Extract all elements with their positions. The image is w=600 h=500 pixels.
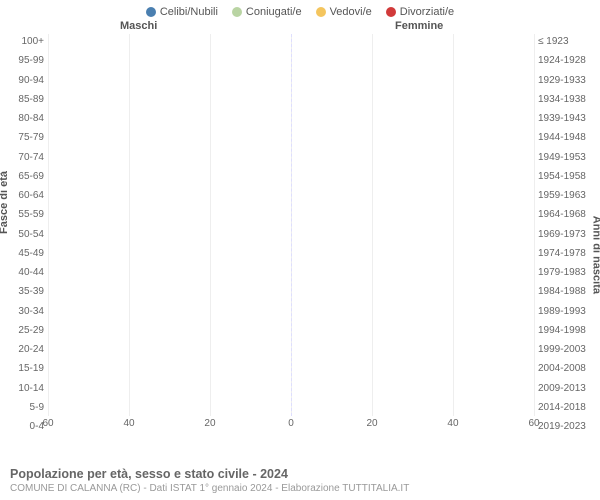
birth-tick: 1944-1948 bbox=[538, 132, 596, 143]
birth-tick: 2014-2018 bbox=[538, 402, 596, 413]
age-tick: 55-59 bbox=[4, 209, 44, 220]
legend-swatch bbox=[316, 7, 326, 17]
legend-item: Celibi/Nubili bbox=[146, 6, 218, 18]
age-tick: 15-19 bbox=[4, 363, 44, 374]
pyramid-row bbox=[48, 360, 534, 378]
age-tick: 0-4 bbox=[4, 421, 44, 432]
age-tick: 95-99 bbox=[4, 55, 44, 66]
header-female: Femmine bbox=[395, 20, 443, 32]
birth-tick: 1934-1938 bbox=[538, 94, 596, 105]
pyramid-row bbox=[48, 216, 534, 234]
yaxis-age: 100+ 95-99 90-94 85-89 80-84 75-79 70-74 65-69 6… bbox=[4, 34, 48, 434]
yaxis-birth: ≤ 1923 1924-1928 1929-1933 1934-1938 1939-19… bbox=[534, 34, 596, 434]
pyramid-row bbox=[48, 270, 534, 288]
legend-label: Coniugati/e bbox=[246, 6, 302, 18]
birth-tick: 1994-1998 bbox=[538, 325, 596, 336]
x-tick: 60 bbox=[528, 418, 539, 429]
birth-tick: 1984-1988 bbox=[538, 286, 596, 297]
pyramid-row bbox=[48, 306, 534, 324]
age-tick: 25-29 bbox=[4, 325, 44, 336]
x-tick: 20 bbox=[204, 418, 215, 429]
pyramid-row bbox=[48, 72, 534, 90]
age-tick: 5-9 bbox=[4, 402, 44, 413]
age-tick: 50-54 bbox=[4, 229, 44, 240]
legend-item: Divorziati/e bbox=[386, 6, 454, 18]
birth-tick: 1974-1978 bbox=[538, 248, 596, 259]
legend-label: Vedovi/e bbox=[330, 6, 372, 18]
legend-swatch bbox=[232, 7, 242, 17]
gender-headers: Maschi Femmine bbox=[0, 20, 600, 34]
xaxis: 6040200204060 bbox=[48, 418, 534, 434]
birth-tick: 1979-1983 bbox=[538, 267, 596, 278]
birth-tick: 2009-2013 bbox=[538, 383, 596, 394]
pyramid-row bbox=[48, 162, 534, 180]
pyramid-row bbox=[48, 180, 534, 198]
age-tick: 35-39 bbox=[4, 286, 44, 297]
pyramid-row bbox=[48, 198, 534, 216]
x-tick: 0 bbox=[288, 418, 294, 429]
age-tick: 20-24 bbox=[4, 344, 44, 355]
pyramid-row bbox=[48, 378, 534, 396]
pyramid-row bbox=[48, 54, 534, 72]
x-tick: 40 bbox=[123, 418, 134, 429]
pyramid-row bbox=[48, 90, 534, 108]
birth-tick: 2019-2023 bbox=[538, 421, 596, 432]
birth-tick: ≤ 1923 bbox=[538, 36, 596, 47]
birth-tick: 2004-2008 bbox=[538, 363, 596, 374]
x-tick: 40 bbox=[447, 418, 458, 429]
ylabel-right: Anni di nascita bbox=[590, 216, 600, 294]
legend: Celibi/Nubili Coniugati/e Vedovi/e Divorzia… bbox=[0, 0, 600, 20]
legend-swatch bbox=[146, 7, 156, 17]
pyramid-row bbox=[48, 396, 534, 414]
birth-tick: 1924-1928 bbox=[538, 55, 596, 66]
age-tick: 80-84 bbox=[4, 113, 44, 124]
age-tick: 30-34 bbox=[4, 306, 44, 317]
birth-tick: 1989-1993 bbox=[538, 306, 596, 317]
chart-area: Fasce di età 100+ 95-99 90-94 85-89 80-84 75-… bbox=[0, 34, 600, 434]
age-tick: 70-74 bbox=[4, 152, 44, 163]
age-tick: 45-49 bbox=[4, 248, 44, 259]
age-tick: 40-44 bbox=[4, 267, 44, 278]
age-tick: 90-94 bbox=[4, 75, 44, 86]
age-tick: 60-64 bbox=[4, 190, 44, 201]
pyramid-row bbox=[48, 144, 534, 162]
ylabel-left: Fasce di età bbox=[0, 171, 10, 234]
x-tick: 60 bbox=[42, 418, 53, 429]
legend-label: Celibi/Nubili bbox=[160, 6, 218, 18]
plot: 6040200204060 bbox=[48, 34, 534, 434]
birth-tick: 1949-1953 bbox=[538, 152, 596, 163]
bar-rows bbox=[48, 36, 534, 414]
pyramid-row bbox=[48, 252, 534, 270]
birth-tick: 1964-1968 bbox=[538, 209, 596, 220]
birth-tick: 1969-1973 bbox=[538, 229, 596, 240]
legend-swatch bbox=[386, 7, 396, 17]
legend-item: Vedovi/e bbox=[316, 6, 372, 18]
chart-title: Popolazione per età, sesso e stato civil… bbox=[10, 467, 590, 481]
grid-line bbox=[534, 34, 535, 416]
age-tick: 10-14 bbox=[4, 383, 44, 394]
pyramid-row bbox=[48, 234, 534, 252]
age-tick: 100+ bbox=[4, 36, 44, 47]
pyramid-row bbox=[48, 342, 534, 360]
birth-tick: 1929-1933 bbox=[538, 75, 596, 86]
header-male: Maschi bbox=[120, 20, 157, 32]
pyramid-row bbox=[48, 288, 534, 306]
birth-tick: 1959-1963 bbox=[538, 190, 596, 201]
age-tick: 75-79 bbox=[4, 132, 44, 143]
birth-tick: 1954-1958 bbox=[538, 171, 596, 182]
pyramid-row bbox=[48, 36, 534, 54]
age-tick: 85-89 bbox=[4, 94, 44, 105]
pyramid-row bbox=[48, 108, 534, 126]
birth-tick: 1939-1943 bbox=[538, 113, 596, 124]
x-tick: 20 bbox=[366, 418, 377, 429]
footer: Popolazione per età, sesso e stato civil… bbox=[10, 467, 590, 494]
pyramid-row bbox=[48, 324, 534, 342]
birth-tick: 1999-2003 bbox=[538, 344, 596, 355]
age-tick: 65-69 bbox=[4, 171, 44, 182]
pyramid-row bbox=[48, 126, 534, 144]
legend-label: Divorziati/e bbox=[400, 6, 454, 18]
legend-item: Coniugati/e bbox=[232, 6, 302, 18]
chart-subtitle: COMUNE DI CALANNA (RC) - Dati ISTAT 1° g… bbox=[10, 483, 590, 494]
